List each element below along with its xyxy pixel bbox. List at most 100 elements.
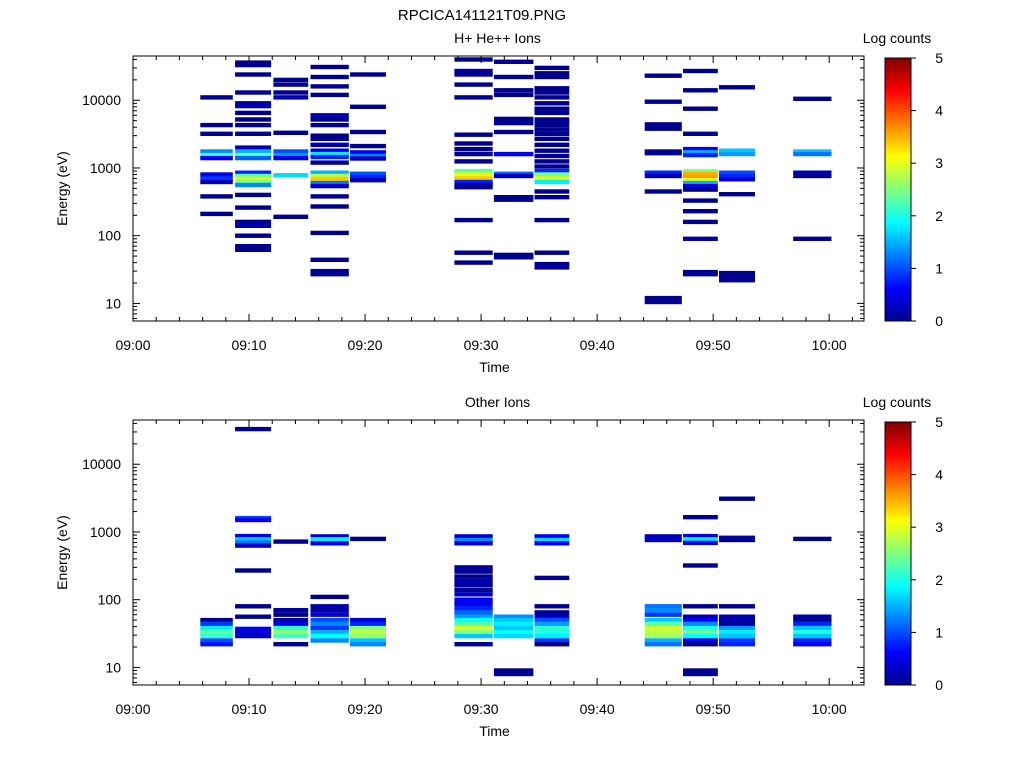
heatmap-cell <box>454 597 493 602</box>
heatmap-cell <box>534 537 570 543</box>
heatmap-cell <box>534 534 570 539</box>
heatmap-cell <box>683 633 718 639</box>
heatmap-cell <box>273 149 309 154</box>
heatmap-cell <box>534 250 570 255</box>
heatmap-cell <box>719 617 755 623</box>
heatmap-cell <box>683 533 718 539</box>
heatmap-cell <box>644 537 682 543</box>
heatmap-cell <box>454 625 493 631</box>
heatmap-cell <box>273 633 309 639</box>
heatmap-cell <box>235 122 272 128</box>
heatmap-cell <box>235 205 272 210</box>
heatmap-cell <box>454 146 493 152</box>
heatmap-cell <box>235 60 272 65</box>
heatmap-cell <box>350 630 386 635</box>
heatmap-cell <box>350 104 386 109</box>
colorbar <box>884 421 912 686</box>
heatmap-cell <box>719 614 755 619</box>
heatmap-cell <box>200 621 233 626</box>
heatmap-cells <box>200 57 832 305</box>
heatmap-cell <box>793 642 832 647</box>
heatmap-cell <box>719 148 755 153</box>
heatmap-cell <box>454 141 493 146</box>
heatmap-cell <box>235 233 272 238</box>
heatmap-cell <box>793 638 832 643</box>
heatmap-cell <box>235 540 272 545</box>
heatmap-cell <box>683 537 718 542</box>
heatmap-cell <box>235 103 272 109</box>
heatmap-cell <box>235 72 272 77</box>
heatmap-cell <box>793 536 832 542</box>
heatmap-cell <box>200 630 233 635</box>
heatmap-cell <box>683 180 718 186</box>
heatmap-cell <box>454 621 493 626</box>
heatmap-cell <box>273 617 309 623</box>
heatmap-cell <box>719 633 755 639</box>
heatmap-cell <box>793 170 832 175</box>
heatmap-cell <box>683 183 718 189</box>
heatmap-cell <box>310 74 349 80</box>
heatmap-cell <box>534 148 570 153</box>
heatmap-cell <box>454 606 493 611</box>
heatmap-cell <box>493 116 534 122</box>
heatmap-cell <box>719 642 755 647</box>
x-tick-label: 09:00 <box>115 701 150 717</box>
heatmap-cell <box>534 265 570 270</box>
heatmap-cell <box>310 617 349 623</box>
heatmap-cell <box>493 197 534 202</box>
colorbar-tick-label: 4 <box>935 103 943 119</box>
heatmap-cell <box>350 129 386 135</box>
colorbar-tick-label: 3 <box>935 519 943 535</box>
heatmap-cell <box>493 88 534 93</box>
heatmap-cell <box>534 604 570 609</box>
heatmap-cell <box>793 625 832 631</box>
heatmap-cell <box>644 189 682 194</box>
heatmap-cell <box>273 539 309 544</box>
heatmap-cell <box>454 592 493 597</box>
colorbar-tick-label: 1 <box>935 624 943 640</box>
heatmap-cell <box>310 594 349 600</box>
heatmap-cell <box>454 537 493 543</box>
colorbar-label: Log counts <box>863 30 932 46</box>
heatmap-cell <box>644 151 682 156</box>
heatmap-cell <box>454 57 493 62</box>
heatmap-cell <box>235 149 272 154</box>
heatmap-cell <box>719 270 755 276</box>
heatmap-cell <box>200 625 233 631</box>
heatmap-cell <box>273 642 309 647</box>
heatmap-cell <box>235 173 272 179</box>
heatmap-cell <box>310 257 349 262</box>
heatmap-cell <box>235 170 272 175</box>
heatmap-cell <box>273 90 309 95</box>
x-tick-label: 09:40 <box>580 701 615 717</box>
x-tick-label: 09:30 <box>464 337 499 353</box>
heatmap-cells <box>200 426 832 677</box>
heatmap-cell <box>683 88 718 93</box>
heatmap-cell <box>235 426 272 432</box>
y-tick-label: 1000 <box>90 524 121 540</box>
heatmap-cell <box>310 160 349 165</box>
heatmap-cell <box>534 261 570 267</box>
heatmap-cell <box>454 72 493 77</box>
heatmap-cell <box>534 195 570 200</box>
heatmap-cell <box>454 587 493 592</box>
heatmap-cell <box>273 612 309 617</box>
heatmap-cell <box>683 630 718 635</box>
heatmap-cell <box>719 537 755 543</box>
heatmap-cell <box>719 170 755 175</box>
heatmap-cell <box>310 633 349 639</box>
heatmap-cell <box>719 604 755 609</box>
heatmap-cell <box>200 155 233 161</box>
colorbar-tick-label: 2 <box>935 572 943 588</box>
heatmap-cell <box>454 569 493 574</box>
heatmap-cell <box>310 534 349 539</box>
heatmap-cell <box>683 106 718 111</box>
heatmap-cell <box>310 84 349 89</box>
heatmap-cell <box>350 175 386 180</box>
heatmap-cell <box>683 563 718 568</box>
heatmap-cell <box>534 614 570 619</box>
panel-other-ions: 09:00 09:10 09:20 09:30 09:40 09:50 10:0010100… <box>54 394 943 739</box>
heatmap-cell <box>310 177 349 182</box>
heatmap-cell <box>534 153 570 159</box>
